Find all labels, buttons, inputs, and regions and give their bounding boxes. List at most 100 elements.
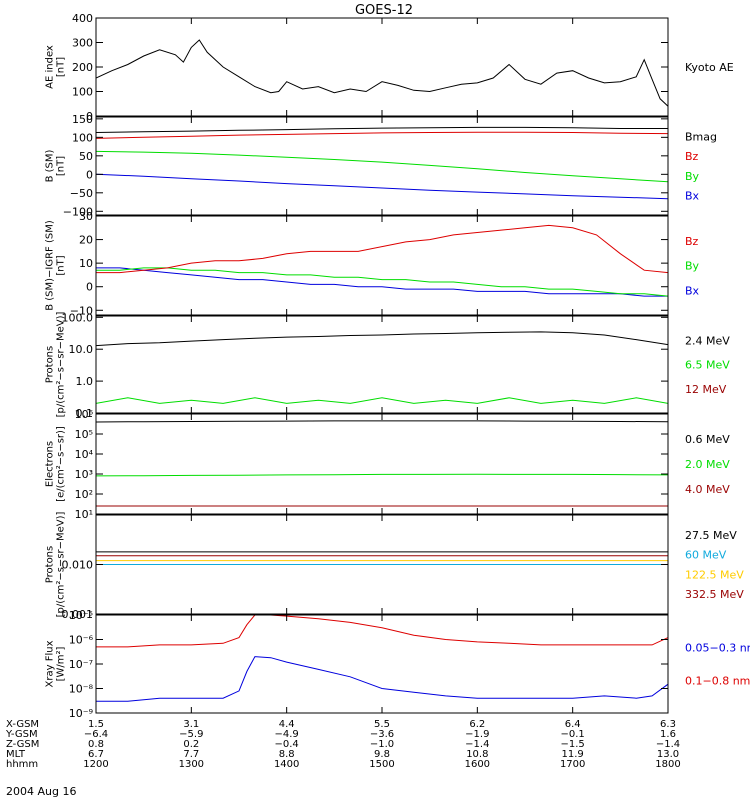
y-tick-label: 10⁶ bbox=[75, 408, 94, 421]
y-axis-label: B (SM)[nT] bbox=[45, 149, 67, 182]
series-line-b_sm-0 bbox=[96, 173, 668, 200]
y-tick-label: 400 bbox=[72, 12, 93, 25]
x-axis-value: −1.9 bbox=[465, 729, 489, 740]
x-axis-value: −0.4 bbox=[275, 739, 299, 750]
x-axis-value: −1.4 bbox=[465, 739, 489, 750]
x-axis-table: X-GSM 1.5 3.1 4.4 5.5 6.2 6.4 6.3 Y-GSM −6.4 −5.9 −… bbox=[5, 719, 681, 770]
x-axis-row-name: Y-GSM bbox=[5, 729, 38, 740]
x-axis-value: −6.4 bbox=[84, 729, 108, 740]
y-tick-label: 10⁻⁶ bbox=[69, 634, 94, 647]
series-line-b_igrf-1 bbox=[96, 267, 668, 297]
x-axis-row-name: MLT bbox=[6, 749, 26, 760]
x-axis-value: −3.6 bbox=[370, 729, 394, 740]
series-line-electrons-2 bbox=[96, 420, 668, 423]
series-line-b_igrf-0 bbox=[96, 267, 668, 297]
series-line-electrons-1 bbox=[96, 473, 668, 477]
x-axis-value: −4.9 bbox=[275, 729, 299, 740]
x-axis-value: 9.8 bbox=[374, 749, 390, 760]
y-axis-label: Protons[p/(cm²−s−sr−MeV)] bbox=[45, 511, 67, 617]
y-tick-label: 100.0 bbox=[62, 311, 94, 324]
x-axis-value: 1600 bbox=[465, 759, 490, 770]
legend-entry: 0.05−0.3 nm bbox=[685, 642, 750, 655]
x-axis-value: 1500 bbox=[369, 759, 394, 770]
y-tick-label: 0.001 bbox=[62, 608, 94, 621]
y-tick-label: 0.010 bbox=[62, 559, 94, 572]
x-axis-value: 1700 bbox=[560, 759, 585, 770]
legend-entry: Bx bbox=[685, 284, 700, 297]
y-tick-label: 150 bbox=[72, 113, 93, 126]
y-tick-label: 10⁻⁸ bbox=[69, 683, 94, 696]
panel-protons_low: 0.1 1.0 10.0 100.0Protons[p/(cm²−s−sr−MeV)]… bbox=[45, 311, 731, 420]
x-axis-value: 1200 bbox=[83, 759, 108, 770]
x-axis-value: 8.8 bbox=[279, 749, 295, 760]
legend-entry: 4.0 MeV bbox=[685, 483, 730, 496]
series-line-protons_low-2 bbox=[96, 331, 668, 347]
y-tick-label: 10⁻⁹ bbox=[69, 707, 93, 720]
y-tick-label: 10¹ bbox=[75, 508, 93, 521]
legend-entry: 0.6 MeV bbox=[685, 433, 730, 446]
y-tick-label: 300 bbox=[72, 37, 93, 50]
x-axis-value: 0.8 bbox=[88, 739, 104, 750]
legend-entry: 60 MeV bbox=[685, 549, 727, 562]
x-axis-value: 1300 bbox=[179, 759, 204, 770]
x-axis-value: 3.1 bbox=[183, 719, 199, 730]
x-axis-value: −1.5 bbox=[561, 739, 585, 750]
panel-frame bbox=[95, 17, 669, 117]
x-axis-row-name: X-GSM bbox=[6, 719, 39, 730]
x-axis-value: −0.1 bbox=[561, 729, 585, 740]
y-tick-label: 0 bbox=[86, 168, 93, 181]
panel-frame bbox=[95, 315, 669, 414]
y-tick-label: −10 bbox=[70, 304, 93, 317]
legend-entry: 2.4 MeV bbox=[685, 334, 730, 347]
y-axis-label: B (SM)−IGRF (SM)[nT] bbox=[45, 220, 67, 311]
x-axis-value: 0.2 bbox=[183, 739, 199, 750]
y-tick-label: 10⁻⁵ bbox=[69, 609, 93, 622]
x-axis-value: 1.6 bbox=[660, 729, 676, 740]
y-tick-label: 10³ bbox=[75, 468, 93, 481]
y-tick-label: 10⁴ bbox=[75, 448, 94, 461]
x-axis-value: 6.3 bbox=[660, 719, 676, 730]
y-axis-label: Protons[p/(cm²−s−sr−MeV)] bbox=[45, 311, 67, 417]
legend-entry: Bx bbox=[685, 189, 700, 202]
y-tick-label: 0.1 bbox=[76, 407, 94, 420]
legend-entry: Bmag bbox=[685, 131, 717, 144]
panel-b_igrf: −10 0 10 20 30 B (SM)−IGRF (SM)[nT] Bz By Bx bbox=[45, 210, 700, 317]
y-axis-label: AE index[nT] bbox=[45, 45, 67, 89]
y-tick-label: 30 bbox=[79, 210, 93, 223]
y-tick-label: 200 bbox=[72, 61, 93, 74]
x-axis-value: 6.2 bbox=[469, 719, 485, 730]
panel-ae: 0 100 200 300 400 AE index[nT] Kyoto AE bbox=[45, 12, 734, 123]
x-axis-value: 11.9 bbox=[562, 749, 584, 760]
series-line-xray-0 bbox=[96, 615, 668, 648]
date-label: 2004 Aug 16 bbox=[6, 785, 76, 798]
y-tick-label: 0 bbox=[86, 110, 93, 123]
series-line-b_sm-2 bbox=[96, 131, 668, 139]
series-line-b_igrf-2 bbox=[96, 224, 668, 274]
x-axis-value: 13.0 bbox=[657, 749, 679, 760]
x-axis-value: 1.5 bbox=[88, 719, 104, 730]
x-axis-value: 7.7 bbox=[183, 749, 199, 760]
y-tick-label: 20 bbox=[79, 234, 93, 247]
y-tick-label: 50 bbox=[79, 150, 93, 163]
legend-entry: Bz bbox=[685, 235, 699, 248]
legend-entry: By bbox=[685, 260, 700, 273]
legend-entry: 12 MeV bbox=[685, 383, 727, 396]
panel-frame bbox=[95, 413, 669, 515]
y-tick-label: 100 bbox=[72, 86, 93, 99]
panel-electrons: 10¹ 10² 10³ 10⁴ 10⁵ 10⁶ Electrons[e/(cm²−s−sr)… bbox=[45, 408, 731, 521]
x-axis-value: 1400 bbox=[274, 759, 299, 770]
x-axis-value: 5.5 bbox=[374, 719, 390, 730]
x-axis-value: 1800 bbox=[655, 759, 680, 770]
legend-entry: By bbox=[685, 170, 700, 183]
x-axis-value: 10.8 bbox=[466, 749, 488, 760]
x-axis-row-name: hhmm bbox=[6, 759, 38, 770]
legend-entry: 0.1−0.8 nm bbox=[685, 674, 750, 687]
x-axis-value: 6.7 bbox=[88, 749, 104, 760]
series-line-b_sm-1 bbox=[96, 150, 668, 183]
series-line-b_sm-3 bbox=[96, 126, 668, 133]
series-line-ae-0 bbox=[96, 39, 668, 107]
legend-entry: 332.5 MeV bbox=[685, 588, 744, 601]
y-tick-label: −50 bbox=[70, 187, 93, 200]
